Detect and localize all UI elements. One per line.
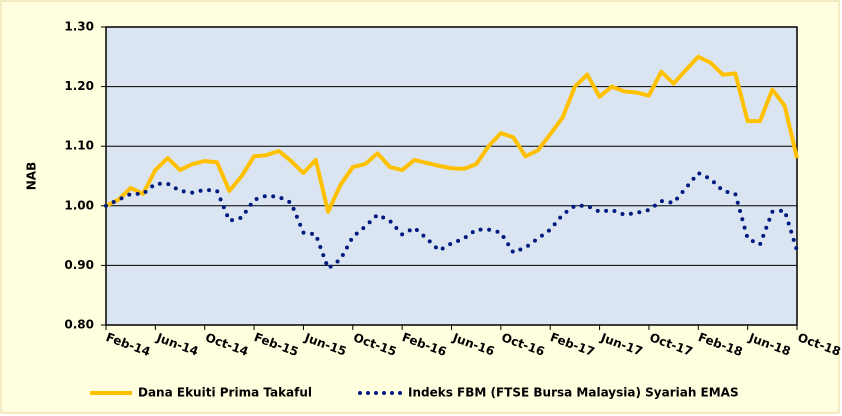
legend-label: Dana Ekuiti Prima Takaful — [138, 386, 312, 400]
y-axis-label: NAB — [25, 162, 39, 190]
y-tick-label: 1.20 — [64, 79, 94, 93]
plot-area — [105, 26, 798, 326]
y-tick-label: 0.80 — [64, 318, 94, 332]
series-line — [105, 54, 799, 214]
y-tick-label: 1.10 — [64, 139, 94, 153]
y-tick-label: 1.00 — [64, 198, 94, 212]
legend-label: Indeks FBM (FTSE Bursa Malaysia) Syariah… — [408, 386, 739, 400]
series-line — [104, 171, 799, 271]
y-tick-label: 0.90 — [64, 258, 94, 272]
y-tick-label: 1.30 — [64, 20, 94, 34]
